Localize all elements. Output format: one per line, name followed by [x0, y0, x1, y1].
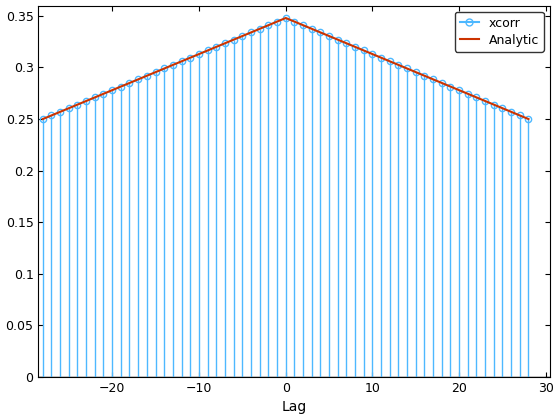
X-axis label: Lag: Lag: [282, 400, 307, 415]
Legend: xcorr, Analytic: xcorr, Analytic: [455, 12, 544, 52]
